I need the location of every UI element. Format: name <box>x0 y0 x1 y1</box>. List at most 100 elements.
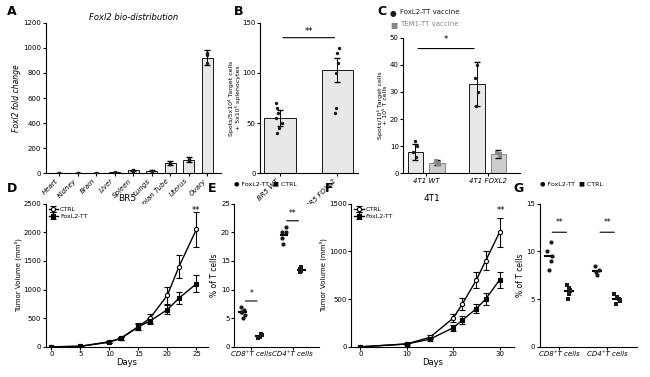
Bar <box>165 163 176 173</box>
Point <box>253 335 263 341</box>
Point <box>280 224 291 230</box>
Text: **: ** <box>289 209 296 218</box>
Y-axis label: Spots/10⁴ Target cells
+ 10⁵ T cells: Spots/10⁴ Target cells + 10⁵ T cells <box>376 72 389 139</box>
Point <box>334 45 345 51</box>
Point <box>277 120 287 126</box>
Point <box>495 152 505 158</box>
X-axis label: Days: Days <box>116 359 137 368</box>
Text: C: C <box>377 5 386 18</box>
Point <box>564 285 575 291</box>
Point <box>184 157 194 163</box>
Point <box>278 229 288 235</box>
Bar <box>322 70 353 173</box>
Bar <box>491 155 506 173</box>
Point <box>473 89 484 95</box>
Point <box>72 170 83 176</box>
Point <box>294 269 305 275</box>
Bar <box>183 159 194 173</box>
Point <box>240 312 250 318</box>
Point <box>564 291 575 297</box>
Text: **: ** <box>497 207 506 215</box>
Point <box>544 267 554 273</box>
Point <box>276 235 287 241</box>
Point <box>565 288 575 294</box>
Point <box>273 110 283 116</box>
Y-axis label: Tumor Volume (mm³): Tumor Volume (mm³) <box>320 238 328 312</box>
Point <box>411 143 422 149</box>
Bar <box>265 118 296 173</box>
Y-axis label: % of T cells: % of T cells <box>211 253 220 297</box>
Point <box>271 100 281 106</box>
Point <box>590 263 600 269</box>
Point <box>562 282 572 288</box>
Point <box>109 169 120 175</box>
Text: FoxL2-TT vaccine: FoxL2-TT vaccine <box>400 9 460 15</box>
Text: F: F <box>325 182 333 195</box>
Bar <box>202 58 213 173</box>
Point <box>281 229 291 235</box>
Bar <box>146 171 157 173</box>
Point <box>592 272 602 278</box>
Text: ● FoxL2-TT  ■ CTRL: ● FoxL2-TT ■ CTRL <box>540 181 603 186</box>
Text: A: A <box>6 5 16 18</box>
Point <box>333 60 343 66</box>
Point <box>239 307 249 313</box>
Point <box>434 159 444 166</box>
Legend: CTRL, FoxL2-TT: CTRL, FoxL2-TT <box>49 207 87 219</box>
Point <box>546 258 556 264</box>
Point <box>238 315 248 321</box>
X-axis label: Days: Days <box>422 359 443 368</box>
Text: **: ** <box>191 207 200 215</box>
Point <box>408 149 419 155</box>
Point <box>295 267 306 273</box>
Point <box>72 170 83 176</box>
Text: TEM1-TT vaccine: TEM1-TT vaccine <box>400 21 458 27</box>
Point <box>147 168 157 174</box>
Point <box>470 75 480 81</box>
Point <box>331 105 341 111</box>
Bar <box>429 162 445 173</box>
Point <box>274 125 285 131</box>
Point <box>272 105 282 111</box>
Point <box>109 170 120 176</box>
Bar <box>127 170 139 173</box>
Point <box>614 298 625 304</box>
Point <box>184 157 194 163</box>
Point <box>257 333 267 339</box>
Point <box>272 130 283 136</box>
Title: 4T1: 4T1 <box>424 194 441 203</box>
Text: B: B <box>234 5 244 18</box>
Text: D: D <box>6 182 17 195</box>
Point <box>237 310 247 316</box>
Text: **: ** <box>304 27 313 36</box>
Point <box>545 239 556 245</box>
Legend: CTRL, FoxL2-TT: CTRL, FoxL2-TT <box>354 207 393 219</box>
Text: **: ** <box>603 218 611 227</box>
Point <box>165 161 176 167</box>
Bar <box>469 84 485 173</box>
Point <box>147 168 157 174</box>
Point <box>410 138 420 144</box>
Point <box>609 291 619 297</box>
Point <box>614 296 625 302</box>
Point <box>612 294 622 300</box>
Bar <box>408 152 423 173</box>
Point <box>165 160 176 166</box>
Point <box>330 110 340 116</box>
Y-axis label: Tumor Volume (mm³): Tumor Volume (mm³) <box>14 238 22 312</box>
Y-axis label: % of T cells: % of T cells <box>516 253 525 297</box>
Point <box>296 264 307 270</box>
Point <box>91 170 101 176</box>
Point <box>332 50 342 56</box>
Point <box>563 296 573 302</box>
Point <box>165 161 176 167</box>
Point <box>184 156 194 162</box>
Point <box>564 287 575 293</box>
Title: BR5: BR5 <box>118 194 136 203</box>
Text: *: * <box>444 35 448 44</box>
Point <box>431 158 441 164</box>
Point <box>128 167 138 173</box>
Point <box>236 310 246 316</box>
Point <box>593 267 604 273</box>
Point <box>202 51 213 57</box>
